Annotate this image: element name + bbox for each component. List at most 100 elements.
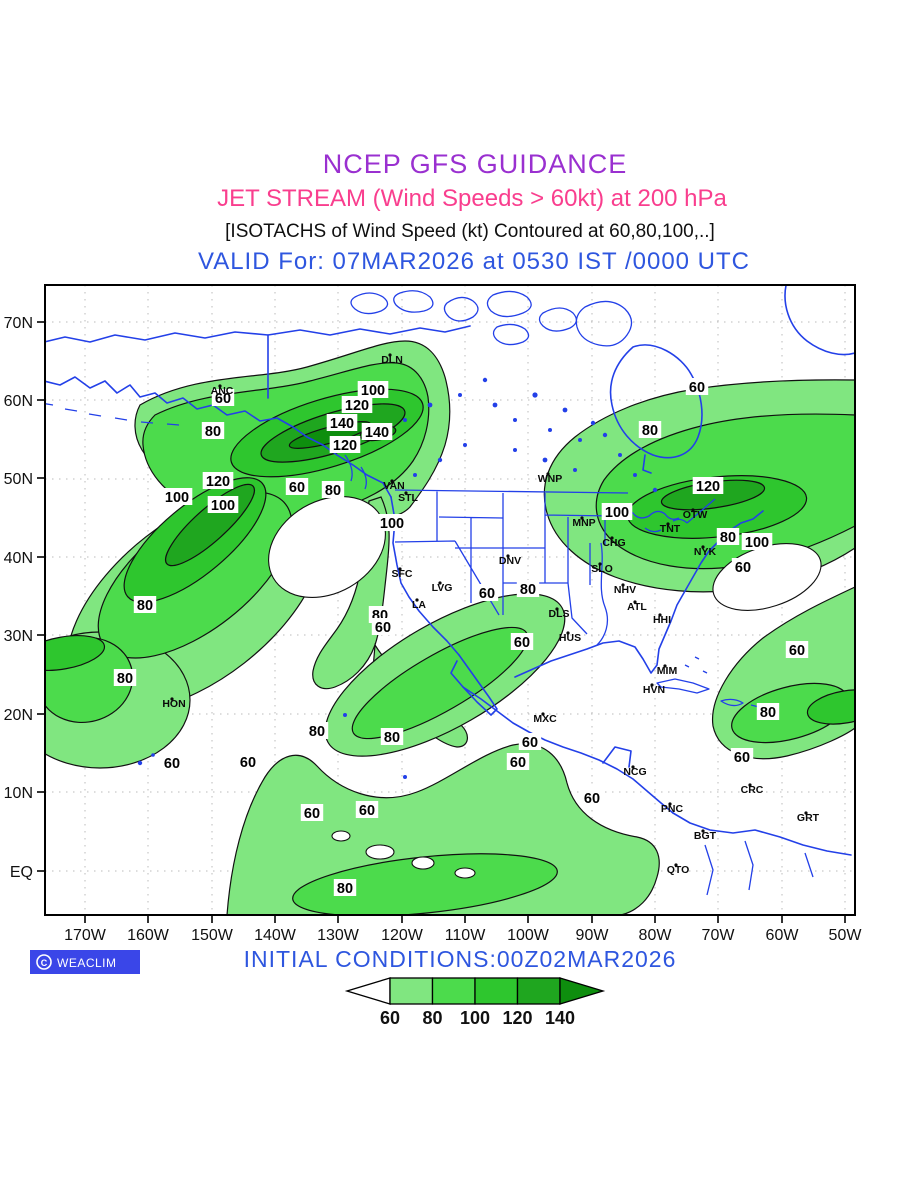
- legend-cell: [516, 977, 561, 1005]
- page-subtitle: JET STREAM (Wind Speeds > 60kt) at 200 h…: [217, 185, 727, 212]
- city-label: ANC: [211, 385, 234, 397]
- mexico-central-america-coast: [462, 686, 674, 814]
- latitude-axis: 70N 60N 50N 40N 30N 20N 10N EQ: [4, 315, 45, 881]
- city-marker: [388, 353, 392, 357]
- city-label: NHV: [614, 584, 636, 596]
- contour-label-box: [201, 422, 225, 439]
- city-label: MNP: [572, 517, 595, 529]
- contour-label-box: [326, 414, 358, 431]
- lon-tick-label: 120W: [381, 927, 424, 944]
- city-label: HUS: [559, 632, 581, 644]
- contour-label-box: [285, 478, 309, 495]
- contour-label: 120: [345, 398, 369, 414]
- contour-label-box: [161, 488, 193, 505]
- contour-label-box: [236, 753, 260, 770]
- city-marker: [631, 765, 635, 769]
- contour-label: 60: [215, 391, 231, 407]
- contour-label: 80: [117, 671, 133, 687]
- contour-label: 80: [309, 724, 325, 740]
- contour-label-box: [371, 618, 395, 635]
- contour-label: 60: [510, 755, 526, 771]
- contour-label: 140: [330, 416, 354, 432]
- contour-label: 100: [165, 490, 189, 506]
- contour-label: 80: [205, 424, 221, 440]
- hudson-bay: [609, 344, 703, 474]
- lon-tick-label: 140W: [254, 927, 297, 944]
- contour-label: 120: [696, 479, 720, 495]
- arctic-coastline: [45, 325, 471, 343]
- canada-lake-dots: [137, 377, 658, 779]
- sa-interior-2: [744, 840, 754, 891]
- contour-label: 80: [325, 483, 341, 499]
- contour-label: 80: [337, 881, 353, 897]
- isotach-100-left-core: [45, 635, 106, 671]
- contour-label-box: [305, 722, 329, 739]
- weaclim-logo: C WEACLIM: [30, 950, 140, 974]
- city-label: DLN: [381, 354, 403, 366]
- city-marker: [701, 545, 705, 549]
- legend-colorbar: 60 80 100 120 140: [344, 977, 606, 1028]
- city-marker: [555, 607, 559, 611]
- contour-label-box: [638, 421, 662, 438]
- contour-label: 60: [304, 806, 320, 822]
- contour-label-box: [731, 558, 755, 575]
- city-label: DNV: [499, 555, 521, 567]
- mississippi-river: [596, 542, 609, 646]
- geography-coastlines: [45, 285, 855, 896]
- lat-tick-label: 50N: [4, 471, 33, 488]
- logo-background: [30, 950, 140, 974]
- contour-label-box: [357, 381, 389, 398]
- contour-label-box: [506, 753, 530, 770]
- contour-label-box: [716, 528, 740, 545]
- isotach-bands: [45, 340, 855, 915]
- city-marker: [580, 516, 584, 520]
- city-label: GRT: [797, 812, 820, 824]
- lon-tick-label: 110W: [445, 927, 487, 944]
- city-label: VAN: [383, 480, 404, 492]
- city-marker: [691, 508, 695, 512]
- contour-label-box: [692, 477, 724, 494]
- city-label: SLO: [591, 563, 613, 575]
- city-label: CRC: [741, 784, 764, 796]
- contour-label-box: [685, 378, 709, 395]
- contour-label: 100: [211, 498, 235, 514]
- south-america-coast: [672, 812, 852, 856]
- contour-label: 80: [642, 423, 658, 439]
- baja-california: [450, 654, 498, 716]
- contour-label: 80: [384, 730, 400, 746]
- city-marker: [666, 522, 670, 526]
- city-marker: [218, 384, 222, 388]
- contour-label: 60: [359, 803, 375, 819]
- legend-cell: [474, 977, 519, 1005]
- contour-label: 80: [720, 530, 736, 546]
- city-label: TNT: [660, 523, 681, 535]
- lon-tick-label: 80W: [639, 927, 673, 944]
- us-state-borders: [394, 489, 629, 635]
- longitude-axis: 170W 160W 150W 140W 130W 120W 110W 100W 90W 80W 70…: [64, 915, 862, 944]
- city-marker: [546, 472, 550, 476]
- lon-tick-label: 70W: [702, 927, 736, 944]
- aleutian-islands: [45, 403, 180, 426]
- city-marker: [658, 613, 662, 617]
- contour-label-box: [321, 481, 345, 498]
- city-marker: [621, 583, 625, 587]
- lat-tick-label: 40N: [4, 550, 33, 567]
- map-border: [44, 284, 856, 916]
- contour-label-box: [211, 389, 235, 406]
- contour-label-box: [580, 789, 604, 806]
- lon-tick-label: 60W: [766, 927, 800, 944]
- copyright-icon: [36, 954, 52, 970]
- contour-label: 100: [361, 383, 385, 399]
- city-marker: [598, 562, 602, 566]
- lon-tick-label: 100W: [507, 927, 550, 944]
- contour-label: 60: [734, 750, 750, 766]
- contour-label: 100: [380, 516, 404, 532]
- contour-label-box: [207, 496, 239, 513]
- city-marker: [390, 479, 394, 483]
- city-label: MXC: [533, 713, 557, 725]
- city-label: ATL: [627, 601, 647, 613]
- contour-label-box: [333, 879, 357, 896]
- contour-label-box: [133, 596, 157, 613]
